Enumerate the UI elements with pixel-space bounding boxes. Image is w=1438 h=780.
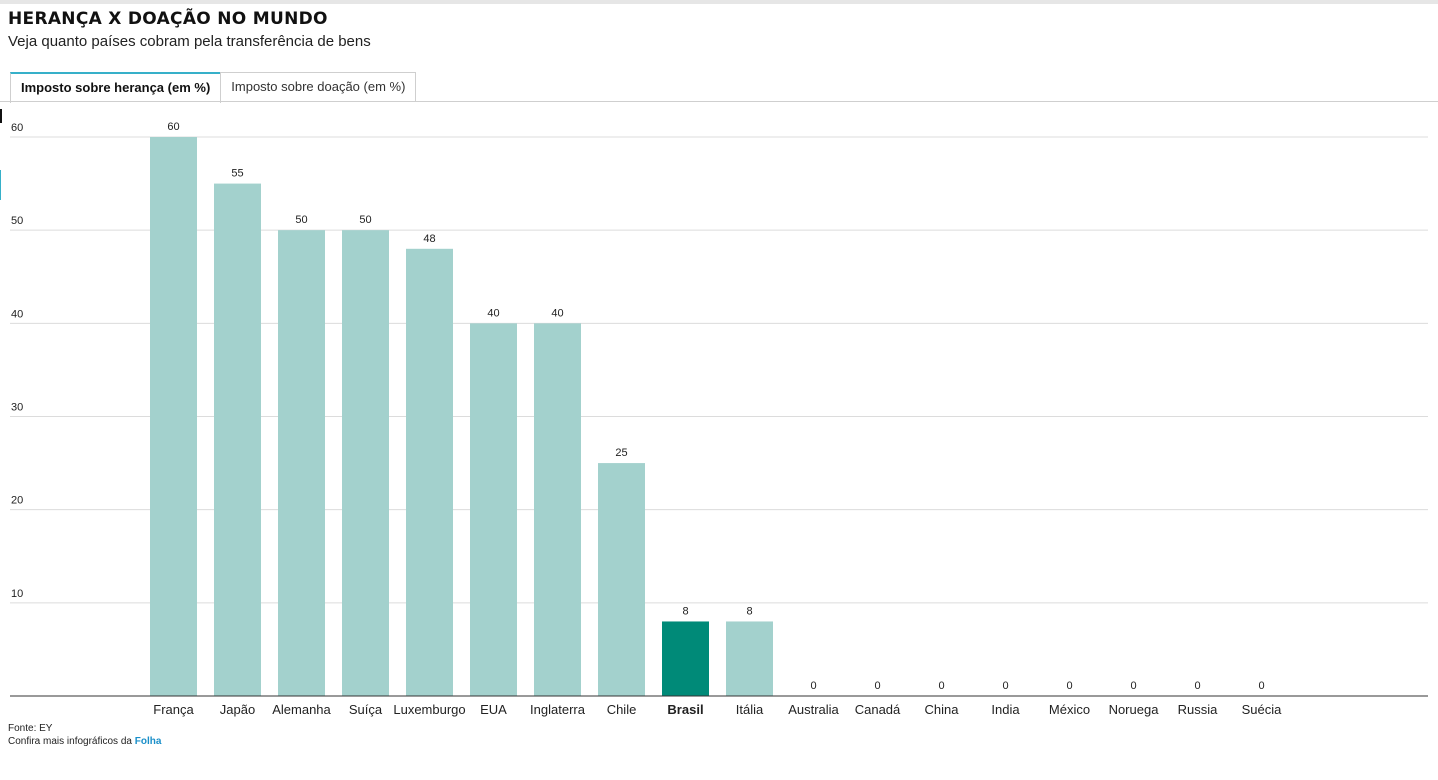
- value-label: 0: [1194, 680, 1200, 692]
- category-label: Canadá: [855, 702, 901, 717]
- category-label: Noruega: [1109, 702, 1160, 717]
- value-labels: 60 55 50 50 48 40 40 25 8 8 0 0 0 0 0 0 0 0: [167, 121, 1264, 692]
- category-label: EUA: [480, 702, 507, 717]
- value-label: 8: [682, 605, 688, 617]
- value-label: 60: [167, 121, 179, 133]
- y-tick-label: 10: [11, 588, 23, 600]
- value-label: 0: [1002, 680, 1008, 692]
- value-label: 0: [1066, 680, 1072, 692]
- chart-subtitle: Veja quanto países cobram pela transferê…: [8, 33, 371, 50]
- value-label: 48: [423, 233, 435, 245]
- bars: [150, 137, 773, 697]
- category-label: Alemanha: [272, 702, 331, 717]
- edge-marker: [0, 170, 1, 200]
- value-label: 0: [810, 680, 816, 692]
- category-label: Brasil: [667, 702, 703, 717]
- top-border: [0, 0, 1438, 4]
- value-label: 0: [874, 680, 880, 692]
- bar: [470, 323, 517, 696]
- bar: [214, 183, 261, 697]
- y-tick-label: 50: [11, 215, 23, 227]
- category-label: Russia: [1178, 702, 1219, 717]
- source-note: Fonte: EY: [8, 723, 53, 734]
- more-infographics: Confira mais infográficos da Folha: [8, 736, 161, 747]
- value-label: 0: [1258, 680, 1264, 692]
- category-label: Suíça: [349, 702, 383, 717]
- y-tick-label: 20: [11, 495, 23, 507]
- category-label: França: [153, 702, 194, 717]
- y-tick-label: 60: [11, 122, 23, 134]
- category-label: Luxemburgo: [393, 702, 465, 717]
- bar: [662, 621, 709, 696]
- tab-divider: [0, 101, 1438, 102]
- bar: [278, 230, 325, 696]
- category-label: India: [991, 702, 1020, 717]
- category-labels: França Japão Alemanha Suíça Luxemburgo EUA Ing…: [153, 702, 1282, 717]
- category-label: China: [925, 702, 960, 717]
- value-label: 25: [615, 447, 627, 459]
- value-label: 0: [938, 680, 944, 692]
- category-label: Suécia: [1242, 702, 1283, 717]
- tab-imposto-doacao[interactable]: Imposto sobre doação (em %): [220, 72, 417, 101]
- value-label: 8: [746, 605, 752, 617]
- bar: [342, 230, 389, 696]
- value-label: 40: [487, 307, 499, 319]
- value-label: 55: [231, 168, 243, 180]
- bar: [598, 463, 645, 696]
- category-label: Japão: [220, 702, 255, 717]
- y-tick-label: 30: [11, 402, 23, 414]
- category-label: Australia: [788, 702, 839, 717]
- edge-marker: [0, 109, 2, 123]
- bar: [726, 621, 773, 696]
- category-label: Itália: [736, 702, 764, 717]
- category-label: Inglaterra: [530, 702, 586, 717]
- value-label: 50: [359, 214, 371, 226]
- y-tick-label: 40: [11, 308, 23, 320]
- folha-link[interactable]: Folha: [134, 736, 162, 747]
- value-label: 50: [295, 214, 307, 226]
- more-infographics-text: Confira mais infográficos da: [8, 736, 132, 747]
- bar: [150, 137, 197, 696]
- category-label: México: [1049, 702, 1090, 717]
- tab-bar: Imposto sobre herança (em %) Imposto sob…: [10, 72, 417, 103]
- value-label: 40: [551, 307, 563, 319]
- category-label: Chile: [607, 702, 637, 717]
- tab-imposto-heranca[interactable]: Imposto sobre herança (em %): [10, 72, 222, 103]
- bar: [534, 323, 581, 696]
- bar: [406, 248, 453, 697]
- value-label: 0: [1130, 680, 1136, 692]
- chart-title: HERANÇA X DOAÇÃO NO MUNDO: [8, 9, 328, 29]
